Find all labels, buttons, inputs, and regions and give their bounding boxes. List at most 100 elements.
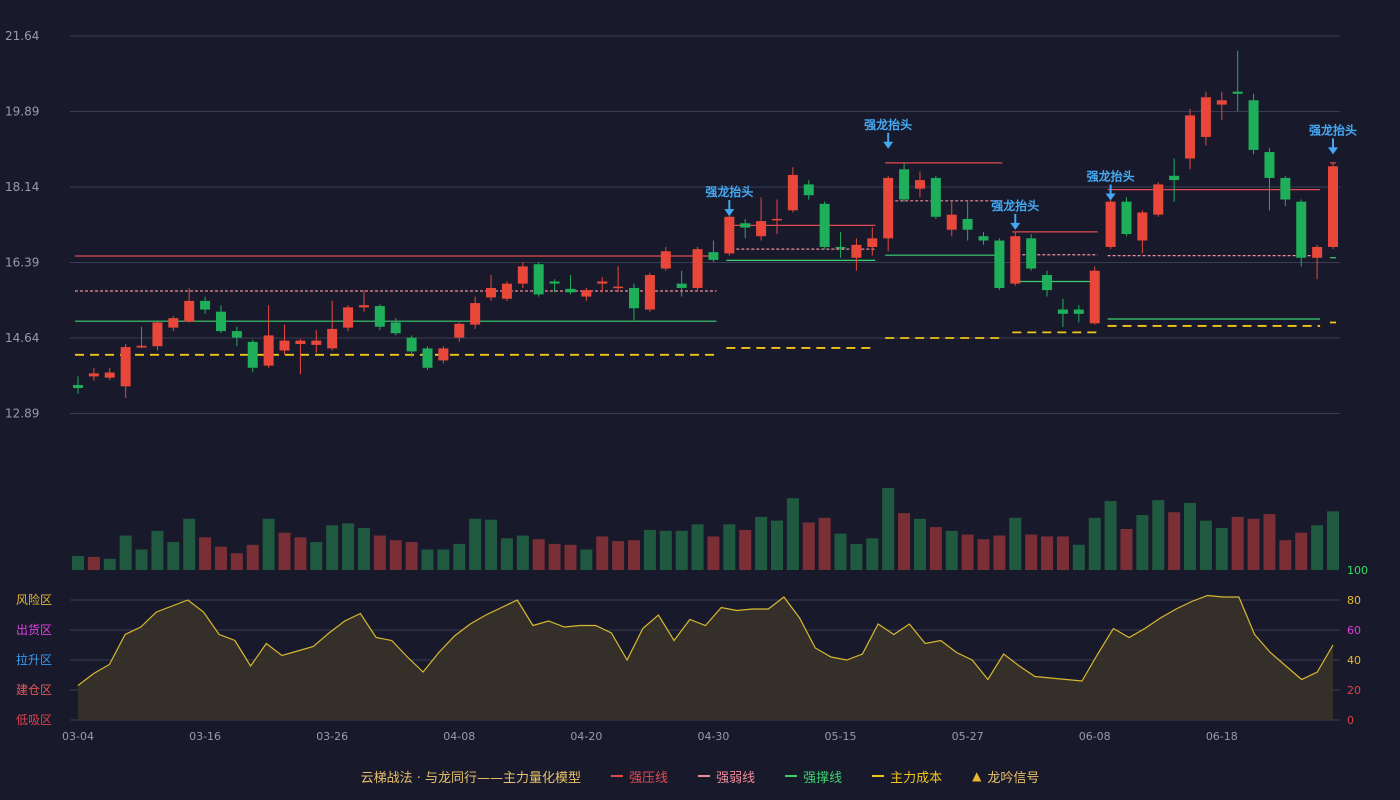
volume-bar — [1120, 529, 1133, 570]
candle-body — [787, 174, 798, 211]
candle-body — [708, 252, 719, 260]
candle-body — [899, 169, 910, 200]
volume-bar — [1056, 536, 1069, 570]
candle-body — [1169, 175, 1180, 181]
volume-bar — [1263, 514, 1276, 570]
osc-area — [78, 595, 1333, 720]
candle-body — [1026, 238, 1037, 269]
candle-body — [565, 288, 576, 293]
candle-body — [533, 264, 544, 295]
legend-item-main-cost[interactable]: 主力成本 — [872, 767, 942, 786]
candle-body — [1137, 212, 1148, 241]
volume-bar — [151, 530, 164, 570]
volume-bar — [199, 537, 212, 570]
osc-line — [77, 594, 1334, 686]
volume-bar — [882, 488, 895, 570]
legend: 云梯战法 · 与龙同行——主力量化模型 强压线 强弱线 强撑线 主力成本 ▲ 龙… — [0, 764, 1400, 788]
candle-body — [390, 322, 401, 334]
volume-bar — [1009, 517, 1022, 570]
volume-bar — [707, 536, 720, 570]
volume-bar — [294, 537, 307, 570]
volume-bar — [230, 553, 243, 570]
candle-body — [994, 240, 1005, 288]
candle-body — [883, 177, 894, 239]
osc-zone-label: 出货区 — [16, 622, 52, 637]
volume-bar — [469, 518, 482, 570]
volume-bar — [1295, 532, 1308, 570]
candle-body — [343, 307, 354, 328]
candle-body — [597, 281, 608, 284]
legend-item-signal[interactable]: ▲ 龙吟信号 — [972, 767, 1039, 786]
candle-body — [152, 322, 163, 347]
price-tick-label: 19.89 — [5, 105, 39, 119]
volume-bar — [389, 540, 402, 570]
volume-bar — [802, 522, 815, 570]
candle-body — [470, 303, 481, 325]
volume-bar — [1184, 502, 1197, 570]
signal-label: 强龙抬头 — [705, 184, 753, 199]
x-tick-label: 04-08 — [443, 730, 475, 743]
price-tick-label: 21.64 — [5, 29, 39, 43]
volume-bar — [691, 524, 704, 570]
legend-label-support: 强撑线 — [803, 770, 843, 786]
volume-bar — [1152, 500, 1165, 570]
osc-zone-label: 建仓区 — [16, 683, 52, 697]
osc-tick-label: 20 — [1347, 684, 1361, 697]
candle-body — [454, 323, 465, 338]
signal-label: 强龙抬头 — [991, 198, 1039, 213]
price-tick-label: 16.39 — [5, 256, 39, 270]
candle-body — [629, 287, 640, 309]
candle-body — [1200, 97, 1211, 137]
volume-bar — [310, 542, 323, 570]
candle-body — [1248, 100, 1259, 150]
volume-bar — [437, 549, 450, 570]
osc-zone-label: 风险区 — [16, 592, 52, 607]
candle-body — [486, 287, 497, 298]
volume-bar — [357, 528, 370, 570]
x-tick-label: 04-20 — [570, 730, 602, 743]
candle-body — [549, 281, 560, 284]
volume-bar — [373, 535, 386, 570]
volume-bar — [72, 556, 84, 570]
volume-bar — [977, 539, 990, 570]
volume-bar — [786, 498, 799, 570]
volume-bar — [342, 523, 355, 570]
candle-body — [1296, 201, 1307, 258]
volume-bar — [723, 524, 736, 570]
legend-item-weak[interactable]: 强弱线 — [698, 767, 755, 786]
volume-bar — [929, 527, 942, 570]
volume-bar — [1247, 518, 1260, 570]
volume-bar — [516, 535, 529, 570]
candle-body — [644, 275, 655, 310]
candle-body — [247, 341, 258, 368]
candle-body — [613, 286, 624, 289]
volume-bar — [1199, 520, 1212, 570]
volume-bar — [1168, 512, 1181, 570]
legend-item-strong-pressure[interactable]: 强压线 — [611, 767, 668, 786]
candle-body — [1010, 236, 1021, 284]
volume-bar — [643, 529, 656, 570]
volume-bar — [1088, 517, 1101, 570]
candle-body — [1264, 152, 1275, 178]
x-tick-label: 03-04 — [62, 730, 94, 743]
candle-body — [438, 348, 449, 361]
candle-body — [279, 340, 290, 351]
legend-item-support[interactable]: 强撑线 — [785, 767, 842, 786]
candle-body — [88, 373, 99, 377]
volume-bar — [1025, 534, 1038, 570]
candle-body — [1073, 309, 1084, 314]
candle-body — [215, 311, 226, 332]
candle-body — [200, 300, 211, 310]
volume-bar — [755, 516, 768, 570]
candle-body — [914, 180, 925, 189]
candle-body — [756, 221, 767, 237]
candle-body — [184, 300, 195, 322]
candle-body — [1185, 115, 1196, 159]
candle-body — [358, 305, 369, 308]
volume-bar — [834, 533, 847, 570]
legend-swatch-main-cost — [872, 775, 885, 777]
candle-body — [168, 318, 179, 328]
signal-label: 强龙抬头 — [1309, 122, 1357, 137]
volume-bar — [1104, 501, 1117, 570]
candle-body — [819, 203, 830, 247]
